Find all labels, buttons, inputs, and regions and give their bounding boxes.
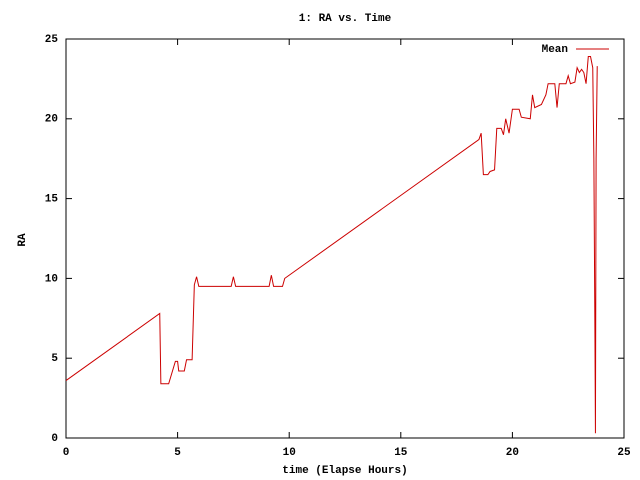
chart-title: 1: RA vs. Time: [299, 13, 392, 25]
x-tick-label: 20: [506, 447, 519, 459]
y-tick-label: 20: [45, 114, 58, 126]
y-axis-label: RA: [17, 233, 29, 247]
y-tick-label: 0: [51, 433, 58, 445]
x-tick-label: 0: [63, 447, 70, 459]
y-tick-label: 10: [45, 273, 58, 285]
x-axis-label: time (Elapse Hours): [282, 465, 407, 477]
plot-border: [65, 38, 625, 439]
y-tick-label: 15: [45, 194, 59, 206]
x-tick-label: 25: [617, 447, 631, 459]
y-tick-label: 5: [51, 353, 58, 365]
y-tick-label: 25: [45, 34, 59, 46]
data-line: [65, 56, 598, 434]
x-tick-label: 10: [283, 447, 296, 459]
x-tick-label: 15: [394, 447, 408, 459]
x-tick-label: 5: [174, 447, 181, 459]
legend-label: Mean: [542, 44, 568, 56]
